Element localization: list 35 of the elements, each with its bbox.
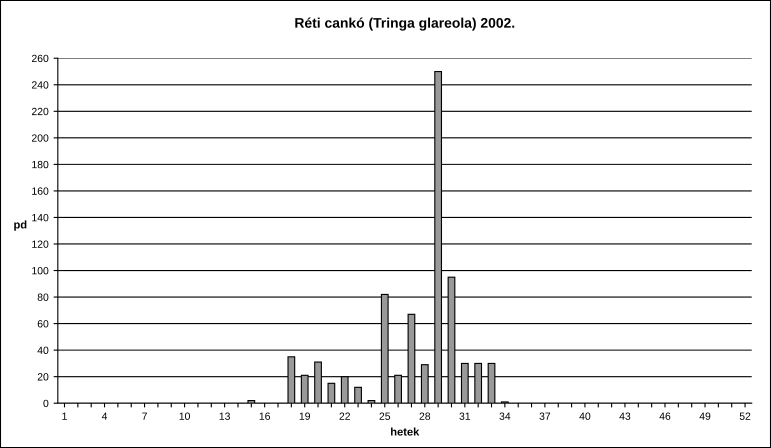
x-tick-label: 13	[220, 412, 230, 420]
y-tick-label: 40	[37, 346, 48, 354]
y-tick-label: 60	[38, 320, 48, 328]
x-tick-label: 31	[459, 412, 470, 420]
y-tick-label: 160	[32, 187, 48, 195]
x-tick-label: 28	[420, 412, 430, 420]
y-tick-label: 0	[43, 400, 48, 408]
x-tick-label: 52	[740, 412, 750, 420]
x-tick-label: 46	[659, 412, 670, 420]
x-tick-label: 22	[339, 412, 350, 420]
x-tick-label: 49	[699, 412, 710, 420]
x-tick-label: 25	[379, 412, 390, 420]
y-tick-label: 180	[32, 160, 48, 168]
y-tick-label: 20	[38, 373, 48, 381]
x-axis-title: hetek	[391, 427, 420, 436]
x-tick-label: 4	[102, 412, 108, 420]
x-tick-label: 40	[579, 412, 590, 420]
chart-title: Réti cankó (Tringa glareola) 2002.	[295, 18, 514, 31]
y-tick-label: 80	[38, 294, 48, 301]
y-axis-title: pd	[14, 220, 26, 231]
y-tick-label: 240	[32, 81, 48, 89]
x-tick-label: 1	[62, 412, 67, 420]
x-tick-label: 19	[300, 412, 310, 420]
x-tick-label: 16	[260, 412, 270, 420]
x-tick-label: 43	[619, 412, 630, 420]
x-tick-label: 10	[180, 412, 190, 420]
y-tick-label: 140	[32, 214, 48, 222]
x-tick-label: 7	[142, 412, 147, 420]
x-tick-label: 37	[539, 412, 550, 420]
y-tick-label: 120	[32, 240, 48, 248]
x-tick-label: 34	[499, 412, 510, 420]
y-tick-label: 100	[32, 267, 48, 274]
y-tick-label: 220	[32, 108, 48, 116]
y-tick-label: 260	[32, 54, 48, 62]
y-tick-label: 200	[32, 134, 48, 142]
